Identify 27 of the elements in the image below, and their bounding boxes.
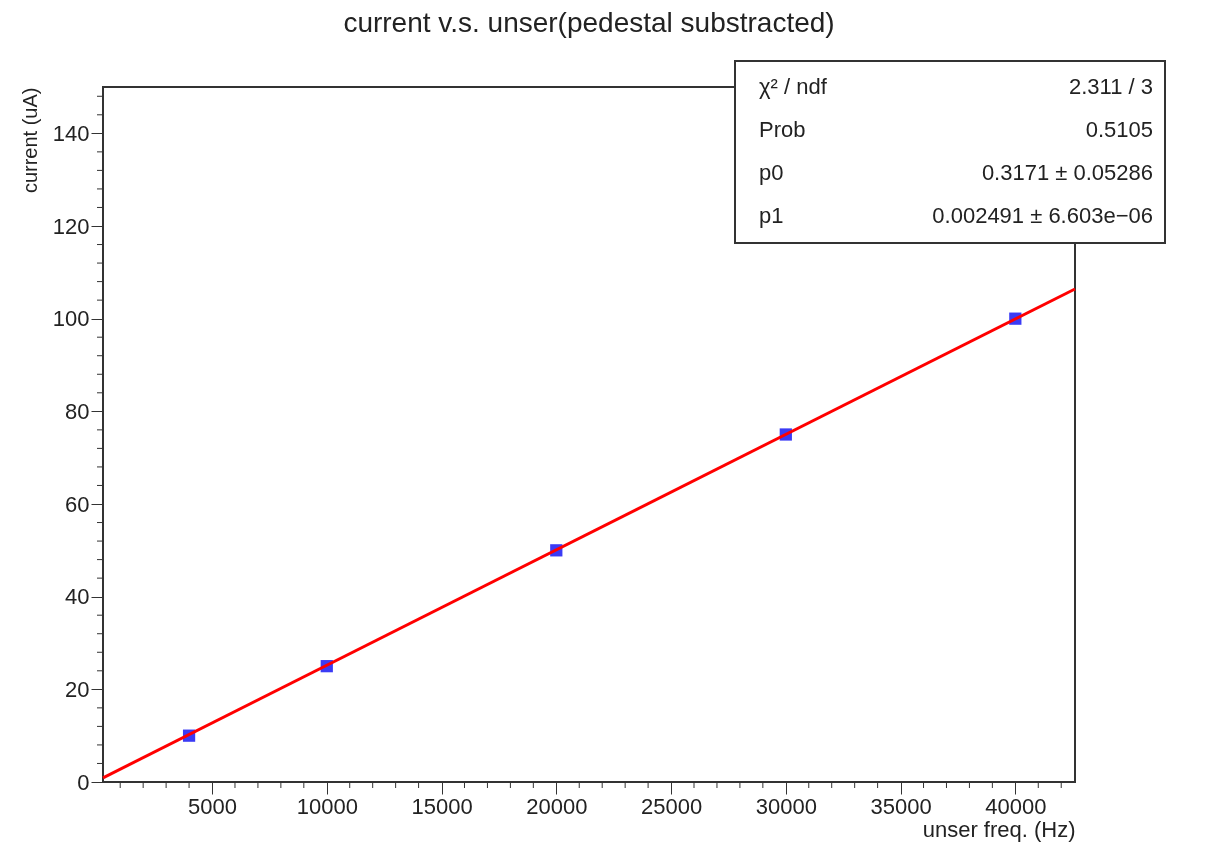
annotation: p1 [759, 203, 784, 228]
y-tick-label: 60 [65, 491, 90, 517]
annotation: Prob [759, 117, 806, 142]
y-tick-label: 100 [52, 306, 90, 332]
x-tick-label: 5000 [188, 793, 237, 819]
annotation: 2.311 / 3 [1069, 74, 1153, 99]
x-tick-label: 35000 [870, 793, 932, 819]
x-tick-label: 10000 [296, 793, 358, 819]
y-tick-label: 80 [65, 398, 90, 424]
y-tick-label: 120 [52, 213, 90, 239]
x-tick-label: 30000 [755, 793, 817, 819]
y-tick-label: 140 [52, 120, 90, 146]
annotation: χ² / ndf [759, 74, 828, 99]
chart-title: current v.s. unser(pedestal substracted) [343, 7, 835, 38]
y-tick-label: 40 [65, 584, 90, 610]
annotation: 0.3171 ± 0.05286 [981, 160, 1153, 185]
x-axis-title: unser freq. (Hz) [922, 816, 1076, 842]
x-tick-label: 20000 [526, 793, 588, 819]
x-tick-label: 15000 [411, 793, 473, 819]
y-axis-title: current (uA) [18, 87, 41, 194]
x-tick-label: 25000 [640, 793, 703, 819]
annotation: p0 [759, 160, 784, 185]
text: 0.5105 [1085, 117, 1153, 142]
x-tick-label: 40000 [985, 793, 1047, 819]
y-tick-label: 0 [77, 769, 90, 795]
y-tick-label: 20 [65, 676, 90, 702]
annotation: 0.002491 ± 6.603e−06 [932, 203, 1153, 228]
